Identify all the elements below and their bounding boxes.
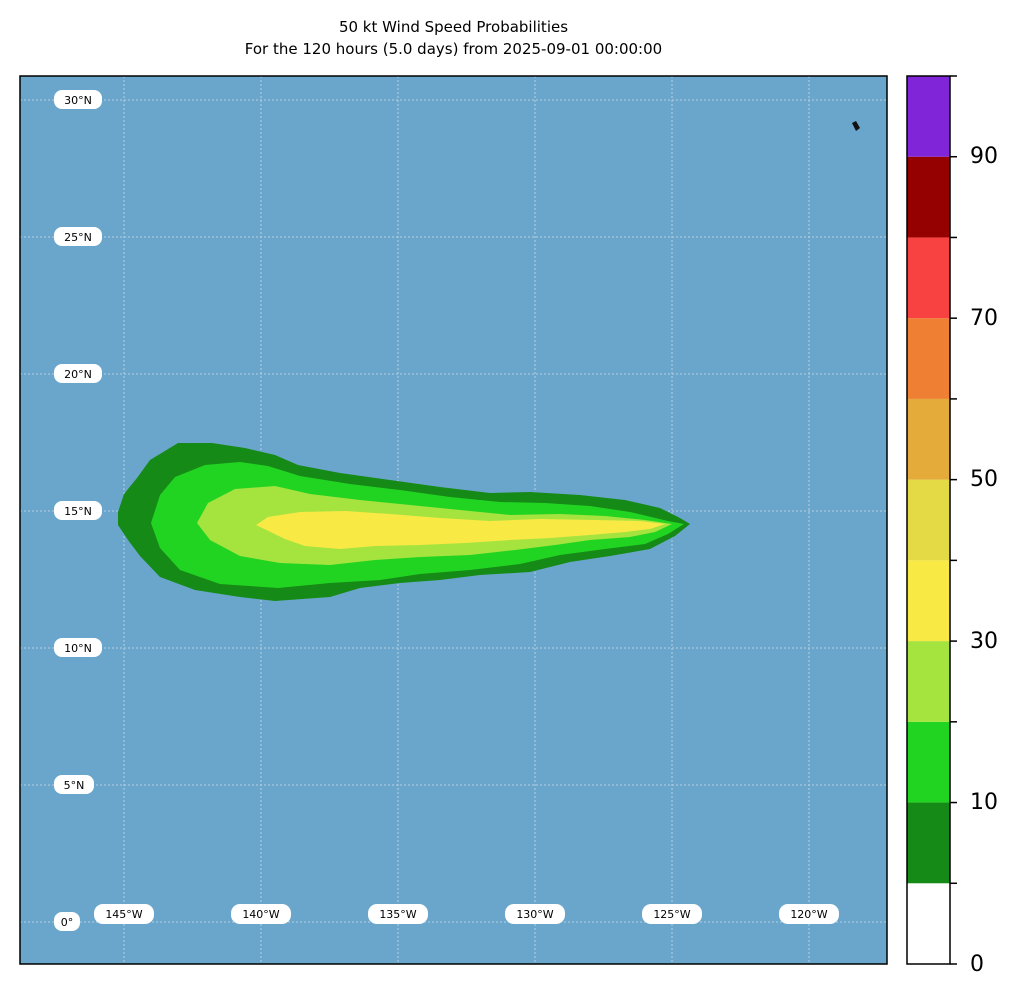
colorbar-segment — [907, 318, 950, 399]
colorbar-segment — [907, 156, 950, 238]
latitude-labels: 30°N 25°N 20°N 15°N 10°N 5°N 0° — [54, 90, 102, 931]
lon-label: 120°W — [790, 908, 827, 921]
colorbar-label-0: 0 — [970, 952, 984, 977]
colorbar — [906, 75, 957, 965]
swath-30-40 — [256, 511, 665, 549]
colorbar-segment — [907, 560, 950, 642]
lon-label: 130°W — [516, 908, 553, 921]
colorbar-segment — [907, 479, 950, 561]
lat-label: 5°N — [64, 779, 85, 792]
colorbar-label-50: 50 — [970, 467, 998, 492]
map-subtitle: For the 120 hours (5.0 days) from 2025-0… — [244, 40, 663, 58]
colorbar-segment — [907, 398, 950, 480]
lat-label: 0° — [61, 916, 74, 929]
map-frame — [19, 75, 888, 965]
colorbar-frame — [906, 75, 951, 965]
colorbar-segment — [907, 641, 950, 722]
lat-label: 20°N — [64, 368, 92, 381]
colorbar-label-30: 30 — [970, 629, 998, 654]
map-title: 50 kt Wind Speed Probabilities — [338, 18, 569, 36]
lat-label: 10°N — [64, 642, 92, 655]
lat-label: 15°N — [64, 505, 92, 518]
lat-label: 25°N — [64, 231, 92, 244]
colorbar-segment — [907, 237, 950, 319]
colorbar-label-10: 10 — [970, 790, 998, 815]
colorbar-segment — [907, 883, 950, 964]
lon-label: 135°W — [379, 908, 416, 921]
lon-label: 145°W — [105, 908, 142, 921]
longitude-labels: 145°W 140°W 135°W 130°W 125°W 120°W — [94, 904, 839, 924]
lon-label: 140°W — [242, 908, 279, 921]
island-shape — [852, 121, 860, 131]
colorbar-segment — [907, 802, 950, 884]
colorbar-label-70: 70 — [970, 306, 998, 331]
lon-label: 125°W — [653, 908, 690, 921]
colorbar-segment — [907, 76, 950, 157]
lat-label: 30°N — [64, 94, 92, 107]
colorbar-label-90: 90 — [970, 144, 998, 169]
colorbar-segment — [907, 721, 950, 803]
